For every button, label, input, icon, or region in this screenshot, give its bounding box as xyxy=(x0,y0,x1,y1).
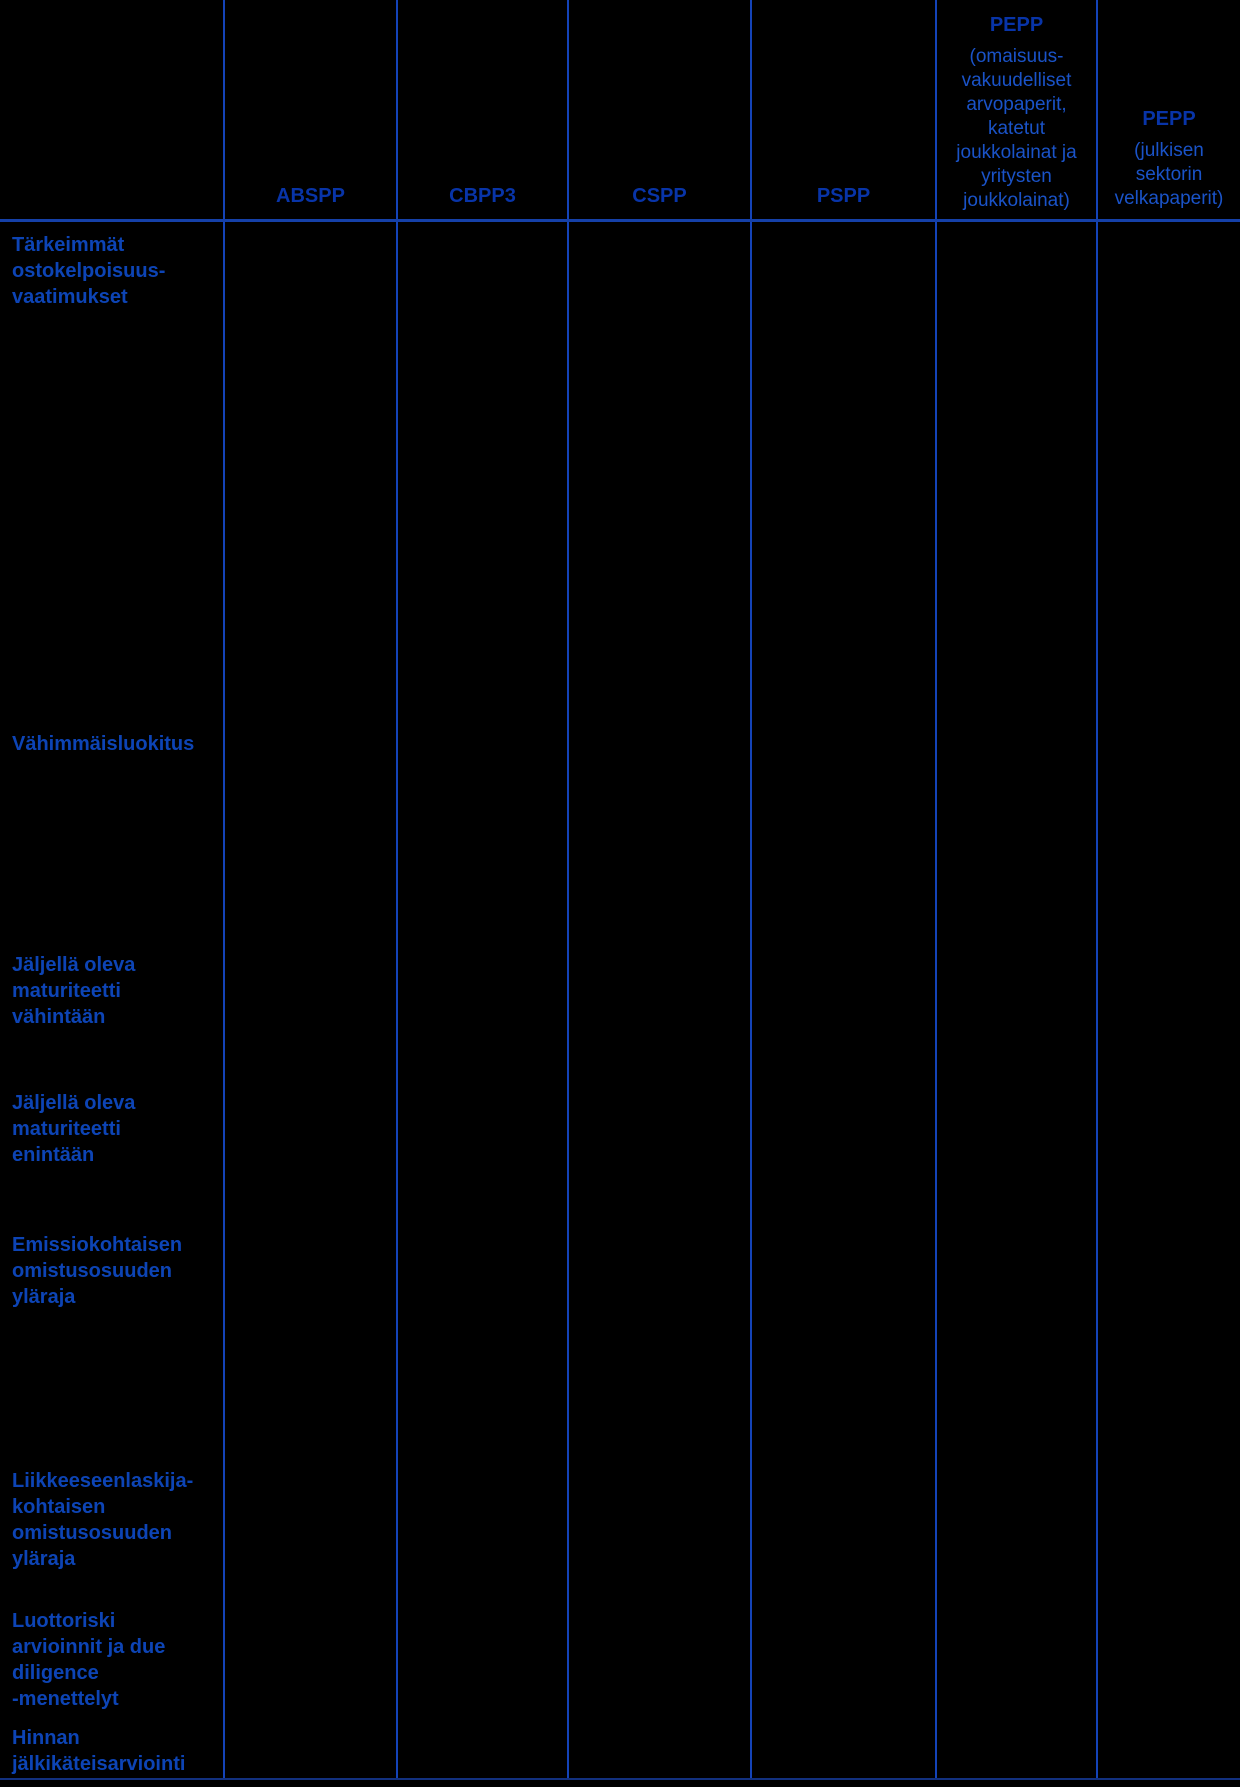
column-divider xyxy=(935,0,937,1779)
row-label-luottoriski-due-diligence: Luottoriski arvioinnit ja due diligence … xyxy=(12,1608,218,1712)
column-header-subtitle: (omaisuus- vakuudelliset arvopaperit, ka… xyxy=(956,45,1076,213)
row-label-maturiteetti-enintaan: Jäljellä oleva maturiteetti enintään xyxy=(12,1090,218,1168)
column-header-cbpp3: CBPP3 xyxy=(398,0,567,219)
row-label-line: vaatimukset xyxy=(12,286,128,308)
column-header-pepp-private: PEPP (omaisuus- vakuudelliset arvopaperi… xyxy=(937,0,1096,219)
row-label-line: enintään xyxy=(12,1144,95,1166)
column-header-pspp: PSPP xyxy=(752,0,935,219)
row-label-line: maturiteetti xyxy=(12,1118,121,1140)
header-divider xyxy=(0,219,1240,222)
row-label-line: ostokelpoisuus- xyxy=(12,260,166,282)
subtitle-line: katetut xyxy=(987,118,1046,139)
column-header-label: CSPP xyxy=(632,185,687,207)
subtitle-line: vakuudelliset xyxy=(961,70,1072,91)
row-label-ostokelpoisuusvaatimukset: Tärkeimmät ostokelpoisuus- vaatimukset xyxy=(12,232,218,310)
column-header-label: ABSPP xyxy=(276,185,345,207)
row-label-line: omistusosuuden xyxy=(12,1522,173,1544)
subtitle-line: arvopaperit, xyxy=(966,94,1067,115)
row-label-line: Emissiokohtaisen xyxy=(12,1234,183,1256)
column-header-label: PEPP xyxy=(1142,108,1196,130)
row-label-line: -menettelyt xyxy=(12,1688,119,1710)
column-header-cspp: CSPP xyxy=(569,0,750,219)
row-label-line: Liikkeeseenlaskija- xyxy=(12,1470,194,1492)
row-label-line: Luottoriski xyxy=(12,1610,116,1632)
row-label-line: vähintään xyxy=(12,1006,106,1028)
column-header-label: PEPP xyxy=(989,14,1044,36)
row-label-line: yläraja xyxy=(12,1286,76,1308)
row-label-line: yläraja xyxy=(12,1548,76,1570)
column-header-subtitle: (julkisen sektorin velkapaperit) xyxy=(1115,139,1224,211)
bottom-border xyxy=(0,1778,1240,1780)
row-label-liikkeeseenlaskijakohtainen-ylaraja: Liikkeeseenlaskija- kohtaisen omistusosu… xyxy=(12,1468,218,1572)
row-label-hinnan-jalkikateisarviointi: Hinnan jälkikäteisarviointi xyxy=(12,1725,218,1777)
row-label-line: Tärkeimmät xyxy=(12,234,125,256)
row-label-line: Hinnan xyxy=(12,1727,80,1749)
row-label-line: kohtaisen xyxy=(12,1496,106,1518)
row-label-line: omistusosuuden xyxy=(12,1260,173,1282)
row-label-line: Jäljellä oleva xyxy=(12,954,136,976)
subtitle-line: velkapaperit) xyxy=(1114,188,1224,209)
column-divider xyxy=(396,0,398,1779)
column-divider xyxy=(1096,0,1098,1779)
subtitle-line: joukkolainat) xyxy=(963,190,1070,211)
column-divider xyxy=(750,0,752,1779)
column-header-label: PSPP xyxy=(816,185,871,207)
row-label-line: Vähimmäisluokitus xyxy=(12,733,195,755)
subtitle-line: yritysten xyxy=(981,166,1052,187)
row-label-line: Jäljellä oleva xyxy=(12,1092,136,1114)
column-header-label: CBPP3 xyxy=(449,185,516,207)
column-header-pepp-public: PEPP (julkisen sektorin velkapaperit) xyxy=(1098,0,1240,219)
row-label-maturiteetti-vahintaan: Jäljellä oleva maturiteetti vähintään xyxy=(12,952,218,1030)
subtitle-line: sektorin xyxy=(1135,164,1203,185)
row-label-vahimmaisluokitus: Vähimmäisluokitus xyxy=(12,731,218,757)
row-label-line: jälkikäteisarviointi xyxy=(12,1753,186,1775)
subtitle-line: (omaisuus- xyxy=(969,46,1064,67)
column-divider xyxy=(223,0,225,1779)
row-label-line: arvioinnit ja due xyxy=(12,1636,166,1658)
column-header-abspp: ABSPP xyxy=(225,0,396,219)
subtitle-line: joukkolainat ja xyxy=(956,142,1077,163)
column-divider xyxy=(567,0,569,1779)
row-label-line: diligence xyxy=(12,1662,99,1684)
row-label-line: maturiteetti xyxy=(12,980,121,1002)
subtitle-line: (julkisen xyxy=(1134,140,1204,161)
row-label-emissiokohtainen-ylaraja: Emissiokohtaisen omistusosuuden yläraja xyxy=(12,1232,218,1310)
